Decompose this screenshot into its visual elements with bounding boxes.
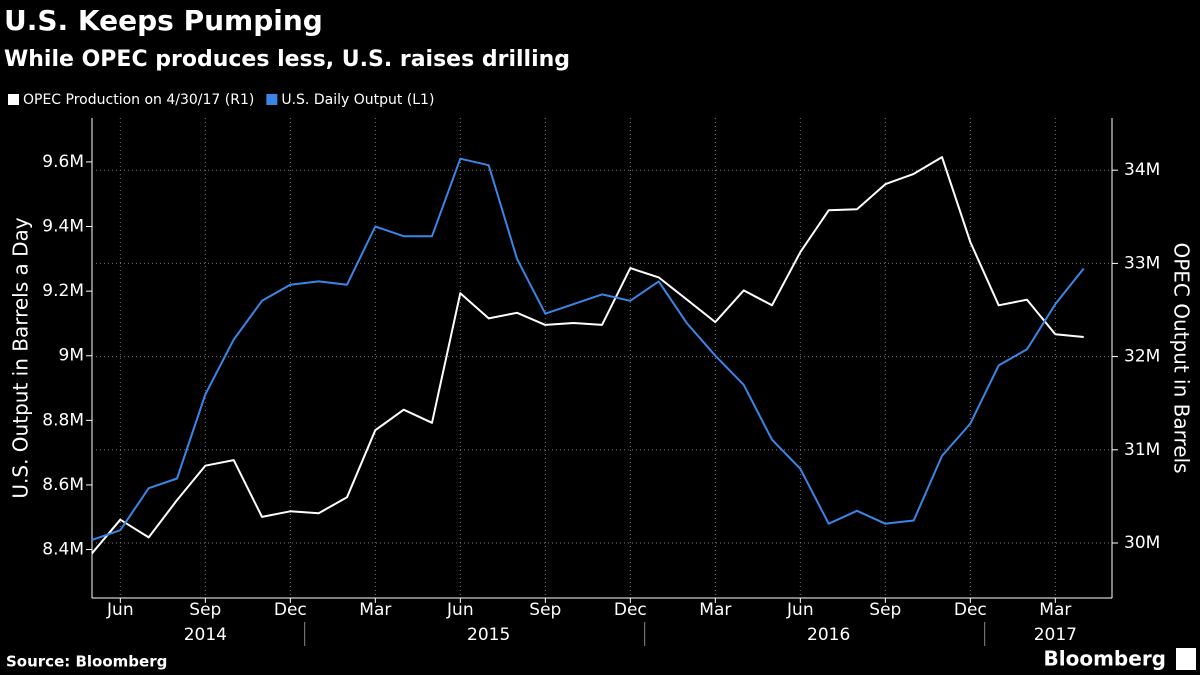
y-tick-label: 8.4M bbox=[42, 540, 84, 560]
x-tick-label: Mar bbox=[1039, 600, 1071, 620]
y2-tick-label: 30M bbox=[1124, 533, 1160, 553]
x-tick-label: Sep bbox=[189, 600, 221, 620]
chart-subtitle: While OPEC produces less, U.S. raises dr… bbox=[4, 47, 570, 72]
chart-title: U.S. Keeps Pumping bbox=[4, 4, 323, 37]
x-tick-label: Dec bbox=[614, 600, 647, 620]
y-tick-label: 9.4M bbox=[42, 217, 84, 237]
legend-swatch bbox=[266, 94, 278, 105]
brand: Bloomberg bbox=[1044, 647, 1166, 671]
source: Source: Bloomberg bbox=[6, 653, 167, 671]
x-year-label: 2015 bbox=[467, 625, 510, 645]
series-line bbox=[91, 157, 1085, 541]
y2-axis-label: OPEC Output in Barrels bbox=[1170, 242, 1194, 473]
y-tick-label: 8.8M bbox=[42, 410, 84, 430]
x-tick-label: Jun bbox=[786, 600, 814, 620]
y-tick-label: 8.6M bbox=[42, 475, 84, 495]
legend-label: OPEC Production on 4/30/17 (R1) bbox=[23, 92, 254, 108]
y2-tick-label: 33M bbox=[1124, 253, 1160, 273]
y2-tick-label: 34M bbox=[1124, 160, 1160, 180]
x-tick-label: Sep bbox=[869, 600, 901, 620]
y-axis-label: U.S. Output in Barrels a Day bbox=[9, 217, 33, 498]
x-year-label: 2016 bbox=[807, 625, 850, 645]
series-line bbox=[91, 156, 1084, 554]
y-tick-label: 9M bbox=[59, 346, 84, 366]
x-year-label: 2017 bbox=[1034, 625, 1077, 645]
x-tick-label: Sep bbox=[529, 600, 561, 620]
x-tick-label: Dec bbox=[274, 600, 307, 620]
y-tick-label: 9.2M bbox=[42, 281, 84, 301]
x-tick-label: Jun bbox=[446, 600, 474, 620]
x-tick-label: Mar bbox=[699, 600, 731, 620]
x-year-label: 2014 bbox=[184, 625, 227, 645]
y-tick-label: 9.6M bbox=[42, 152, 84, 172]
brand-logo bbox=[1176, 648, 1196, 670]
legend-swatch bbox=[8, 94, 19, 105]
y2-tick-label: 32M bbox=[1124, 347, 1160, 367]
x-tick-label: Mar bbox=[359, 600, 391, 620]
legend-label: U.S. Daily Output (L1) bbox=[281, 92, 434, 108]
y2-tick-label: 31M bbox=[1124, 440, 1160, 460]
x-tick-label: Dec bbox=[954, 600, 987, 620]
x-tick-label: Jun bbox=[106, 600, 134, 620]
